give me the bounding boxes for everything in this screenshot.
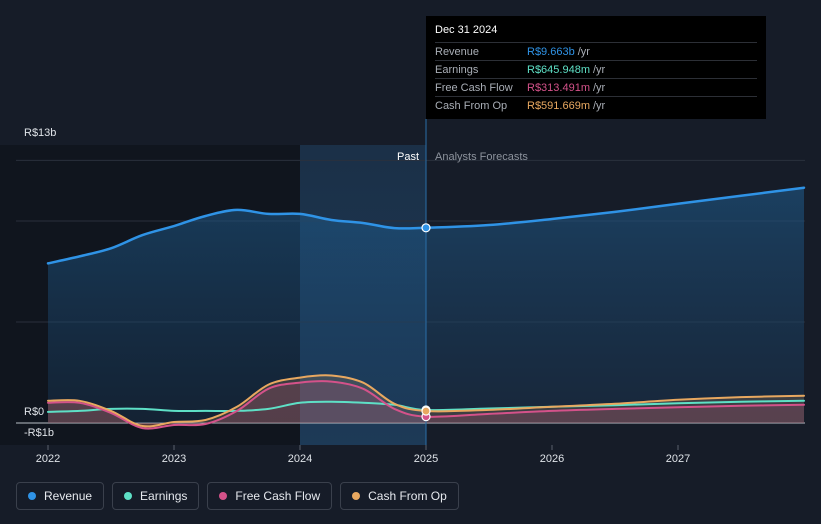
legend-item-free-cash-flow[interactable]: Free Cash Flow [207, 482, 333, 510]
series-line [47, 399, 805, 413]
y-label-zero: R$0 [24, 406, 44, 418]
legend: Revenue Earnings Free Cash Flow Cash Fro… [16, 482, 459, 510]
tooltip-unit: /yr [577, 45, 590, 58]
series-line [47, 380, 805, 430]
series-line [46, 186, 806, 265]
series-area [48, 381, 804, 429]
tooltip-label: Free Cash Flow [435, 81, 513, 94]
legend-item-revenue[interactable]: Revenue [16, 482, 105, 510]
tooltip-unit: /yr [593, 63, 606, 76]
legend-item-cash-from-op[interactable]: Cash From Op [340, 482, 459, 510]
x-tick-label: 2023 [162, 453, 186, 465]
tooltip-value: R$645.948m [527, 63, 590, 76]
financials-chart: R$13b R$0 -R$1b Past Analysts Forecasts … [16, 119, 806, 465]
tooltip: Dec 31 2024 Revenue R$9.663b /yr Earning… [426, 16, 766, 119]
tooltip-row-free-cash-flow: Free Cash Flow R$313.491m /yr [435, 78, 757, 96]
small-series-areas [48, 375, 804, 429]
legend-dot-icon [352, 492, 361, 500]
legend-label: Cash From Op [368, 489, 447, 503]
x-tick-label: 2024 [288, 453, 312, 465]
tooltip-date: Dec 31 2024 [435, 24, 498, 36]
tooltip-row-cash-from-op: Cash From Op R$591.669m /yr [435, 96, 757, 114]
legend-label: Revenue [44, 489, 93, 503]
series-marker [421, 406, 431, 416]
legend-dot-icon [28, 492, 36, 500]
y-label-bottom: -R$1b [24, 427, 54, 439]
tooltip-markers [421, 223, 431, 422]
tooltip-label: Revenue [435, 45, 480, 58]
tooltip-label: Earnings [435, 63, 479, 76]
x-tick-label: 2026 [540, 453, 564, 465]
x-tick-label: 2027 [666, 453, 690, 465]
past-label: Past [397, 151, 419, 163]
tooltip-unit: /yr [593, 99, 606, 112]
x-tick-label: 2022 [36, 453, 60, 465]
tooltip-unit: /yr [593, 81, 606, 94]
series-area [48, 375, 804, 427]
forecast-label: Analysts Forecasts [435, 151, 528, 163]
tooltip-row-revenue: Revenue R$9.663b /yr [435, 42, 757, 60]
series-marker [421, 223, 431, 233]
legend-dot-icon [124, 492, 133, 500]
tooltip-value: R$591.669m [527, 99, 590, 112]
legend-item-earnings[interactable]: Earnings [112, 482, 200, 510]
series-lines [46, 186, 806, 430]
x-tick-label: 2025 [414, 453, 438, 465]
x-axis-ticks: 2022 2023 2024 2025 2026 2027 [36, 445, 690, 465]
tooltip-label: Cash From Op [435, 99, 508, 112]
series-line [47, 374, 805, 428]
legend-dot-icon [219, 492, 228, 500]
legend-label: Free Cash Flow [235, 489, 321, 503]
tooltip-value: R$9.663b [527, 45, 575, 58]
tooltip-row-earnings: Earnings R$645.948m /yr [435, 60, 757, 78]
y-label-top: R$13b [24, 127, 56, 139]
tooltip-value: R$313.491m [527, 81, 590, 94]
legend-label: Earnings [140, 489, 188, 503]
